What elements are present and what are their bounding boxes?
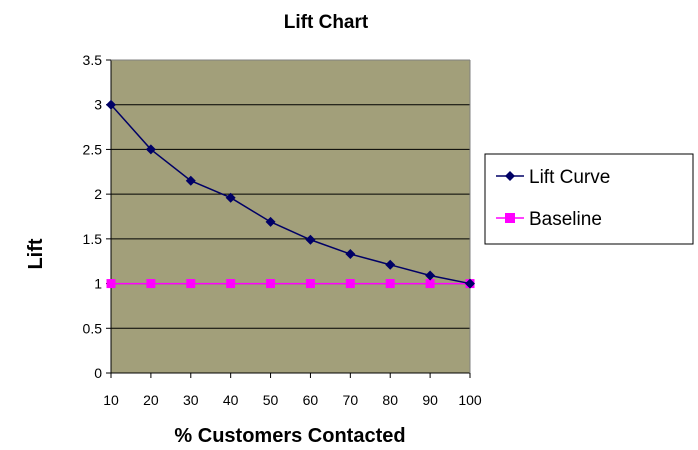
y-tick-label: 1.5 <box>83 231 103 247</box>
legend-entry-baseline: Baseline <box>496 209 602 230</box>
y-tick-label: 3 <box>94 97 102 113</box>
x-tick-label: 100 <box>458 392 482 408</box>
data-point-lift-curve <box>385 259 396 270</box>
data-point-baseline <box>106 279 116 289</box>
series-layer <box>106 99 475 289</box>
x-tick-label: 50 <box>263 392 279 408</box>
axes <box>110 59 471 374</box>
data-point-baseline <box>345 279 355 289</box>
series-line-lift-curve <box>110 104 471 285</box>
y-axis-label: Lift <box>25 238 47 269</box>
data-point-lift-curve <box>345 249 356 260</box>
x-tick-label: 80 <box>382 392 398 408</box>
plot-area <box>111 60 470 373</box>
x-tick-label: 90 <box>422 392 438 408</box>
data-point-lift-curve <box>425 270 436 281</box>
x-axis-label: % Customers Contacted <box>174 425 405 447</box>
data-point-baseline <box>385 279 395 289</box>
data-point-baseline <box>146 279 156 289</box>
legend-marker-baseline <box>505 213 515 223</box>
x-tick-label: 60 <box>303 392 319 408</box>
y-tick-label: 0 <box>94 365 102 381</box>
y-tick-label: 3.5 <box>83 52 103 68</box>
x-tick-label: 40 <box>223 392 239 408</box>
y-tick-label: 0.5 <box>83 320 103 336</box>
legend-label-baseline: Baseline <box>529 209 602 230</box>
chart-title: Lift Chart <box>284 12 369 33</box>
x-tick-label: 20 <box>143 392 159 408</box>
data-point-baseline <box>266 279 276 289</box>
data-point-lift-curve <box>185 175 196 186</box>
x-tick-label: 70 <box>343 392 359 408</box>
data-point-lift-curve <box>265 216 276 227</box>
legend-label-lift-curve: Lift Curve <box>529 167 610 188</box>
x-tick-label: 30 <box>183 392 199 408</box>
data-point-baseline <box>226 279 236 289</box>
y-tick-label: 2 <box>94 186 102 202</box>
data-point-baseline <box>186 279 196 289</box>
x-tick-label: 10 <box>103 392 119 408</box>
x-axis-ticks: 10 20 30 40 50 60 70 80 90 100 <box>103 373 482 408</box>
legend-entry-lift-curve: Lift Curve <box>496 167 610 188</box>
y-tick-label: 1 <box>94 276 102 292</box>
y-tick-label: 2.5 <box>83 141 103 157</box>
data-point-baseline <box>425 279 435 289</box>
data-point-lift-curve <box>305 234 316 245</box>
legend: Lift Curve Baseline <box>484 153 694 245</box>
data-point-lift-curve <box>106 99 116 110</box>
y-axis-ticks: 0 0.5 1 1.5 2 2.5 3 3.5 <box>83 52 111 381</box>
data-point-lift-curve <box>225 192 236 203</box>
data-point-lift-curve <box>145 144 156 155</box>
legend-box <box>484 153 694 245</box>
legend-marker-lift-curve <box>505 171 515 181</box>
data-point-lift-curve <box>465 278 475 289</box>
data-point-baseline <box>305 279 315 289</box>
